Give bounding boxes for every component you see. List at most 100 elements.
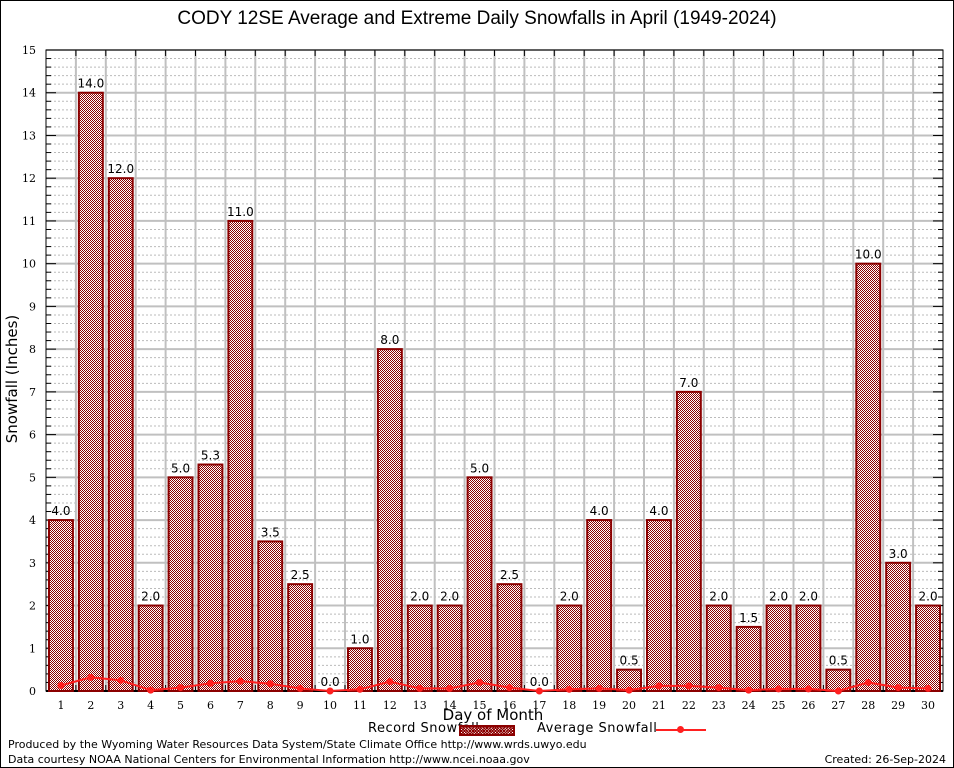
bar-record-snowfall — [257, 540, 284, 693]
x-tick-label: 3 — [117, 699, 124, 712]
average-snowfall-point — [864, 678, 872, 686]
x-tick-label: 16 — [502, 699, 516, 712]
bar-record-snowfall — [197, 463, 224, 692]
x-tick-label: 13 — [413, 699, 427, 712]
bar-record-snowfall — [227, 219, 254, 693]
bar-record-snowfall — [47, 519, 74, 692]
y-tick-label: 2 — [29, 600, 36, 613]
bar-record-snowfall — [137, 604, 164, 692]
footer-produced-by: Produced by the Wyoming Water Resources … — [8, 738, 587, 751]
x-tick-label: 17 — [532, 699, 546, 712]
average-snowfall-line — [60, 676, 929, 693]
x-tick-label: 15 — [473, 699, 487, 712]
bar-record-snowfall — [406, 604, 433, 692]
average-snowfall-point — [595, 684, 603, 692]
x-tick-label: 8 — [267, 699, 274, 712]
bar-value-label: 4.0 — [649, 504, 668, 518]
average-snowfall-point — [924, 684, 932, 692]
y-tick-label: 1 — [29, 642, 36, 655]
y-tick-label: 9 — [29, 300, 36, 313]
average-snowfall-point — [476, 678, 484, 686]
legend-record-swatch — [459, 725, 515, 736]
bar-value-label: 14.0 — [77, 77, 104, 91]
y-tick-label: 8 — [29, 343, 36, 356]
bar-record-snowfall — [735, 625, 762, 693]
x-tick-label: 18 — [562, 699, 576, 712]
bar-record-snowfall — [167, 476, 194, 693]
bar-value-label: 0.5 — [829, 654, 848, 668]
x-tick-label: 2 — [87, 699, 94, 712]
bar-value-label: 3.0 — [889, 547, 908, 561]
x-tick-label: 5 — [177, 699, 184, 712]
bar-value-label: 10.0 — [855, 248, 882, 262]
bar-value-label: 2.0 — [141, 590, 160, 604]
bar-value-label: 0.0 — [530, 675, 549, 689]
y-tick-label: 15 — [22, 44, 36, 57]
x-tick-label: 25 — [772, 699, 786, 712]
x-tick-label: 24 — [742, 699, 756, 712]
footer-data-courtesy: Data courtesy NOAA National Centers for … — [8, 753, 530, 766]
bar-record-snowfall — [77, 91, 104, 692]
x-tick-label: 29 — [891, 699, 905, 712]
x-tick-label: 10 — [323, 699, 337, 712]
x-tick-label: 11 — [353, 699, 367, 712]
legend-average-marker — [677, 726, 684, 733]
y-tick-label: 10 — [22, 258, 36, 271]
bar-value-label: 1.5 — [739, 611, 758, 625]
y-tick-label: 3 — [29, 557, 36, 570]
average-snowfall-point — [57, 681, 65, 689]
x-tick-label: 30 — [921, 699, 935, 712]
bar-record-snowfall — [645, 519, 672, 692]
bar-value-label: 7.0 — [679, 376, 698, 390]
x-tick-label: 20 — [622, 699, 636, 712]
bar-record-snowfall — [466, 476, 493, 693]
bar-value-label: 5.3 — [201, 449, 220, 463]
y-tick-label: 13 — [22, 129, 36, 142]
chart-title: CODY 12SE Average and Extreme Daily Snow… — [177, 8, 777, 29]
average-snowfall-point — [386, 678, 394, 686]
bar-value-label: 0.5 — [620, 654, 639, 668]
legend-record-label: Record Snowfall — [368, 721, 480, 736]
x-tick-label: 26 — [801, 699, 815, 712]
average-snowfall-point — [894, 684, 902, 692]
bar-value-label: 2.0 — [799, 590, 818, 604]
y-tick-label: 5 — [29, 471, 36, 484]
y-tick-label: 14 — [22, 87, 36, 100]
bar-value-label: 4.0 — [51, 504, 70, 518]
bar-record-snowfall — [675, 390, 702, 692]
bar-record-snowfall — [287, 583, 314, 693]
average-snowfall-point — [326, 687, 334, 695]
x-tick-label: 23 — [712, 699, 726, 712]
footer-created-date: Created: 26-Sep-2024 — [824, 753, 946, 766]
average-snowfall-point — [177, 684, 185, 692]
y-axis-label: Snowfall (Inches) — [3, 314, 21, 444]
bar-record-snowfall — [346, 647, 373, 692]
y-tick-label: 0 — [29, 685, 36, 698]
average-snowfall-point — [446, 684, 454, 692]
bar-record-snowfall — [915, 604, 942, 692]
average-snowfall-point — [147, 686, 155, 694]
bar-record-snowfall — [586, 519, 613, 692]
bar-record-snowfall — [855, 262, 882, 692]
bar-value-label: 2.0 — [410, 590, 429, 604]
bar-value-label: 8.0 — [380, 333, 399, 347]
average-snowfall-point — [206, 679, 214, 687]
bar-record-snowfall — [107, 177, 134, 692]
x-tick-label: 1 — [57, 699, 64, 712]
x-tick-label: 14 — [443, 699, 457, 712]
average-snowfall-point — [117, 676, 125, 684]
x-tick-label: 12 — [383, 699, 397, 712]
y-tick-label: 4 — [29, 514, 36, 527]
bar-value-label: 4.0 — [590, 504, 609, 518]
average-snowfall-point — [834, 687, 842, 695]
bar-value-label: 2.5 — [500, 568, 519, 582]
bar-value-label: 2.0 — [919, 590, 938, 604]
average-snowfall-point — [655, 682, 663, 690]
bar-value-label: 12.0 — [107, 162, 134, 176]
x-tick-label: 22 — [682, 699, 696, 712]
bar-value-label: 2.0 — [440, 590, 459, 604]
x-tick-label: 21 — [652, 699, 666, 712]
bar-record-snowfall — [885, 561, 912, 692]
average-snowfall-point — [625, 686, 633, 694]
average-snowfall-point — [745, 686, 753, 694]
